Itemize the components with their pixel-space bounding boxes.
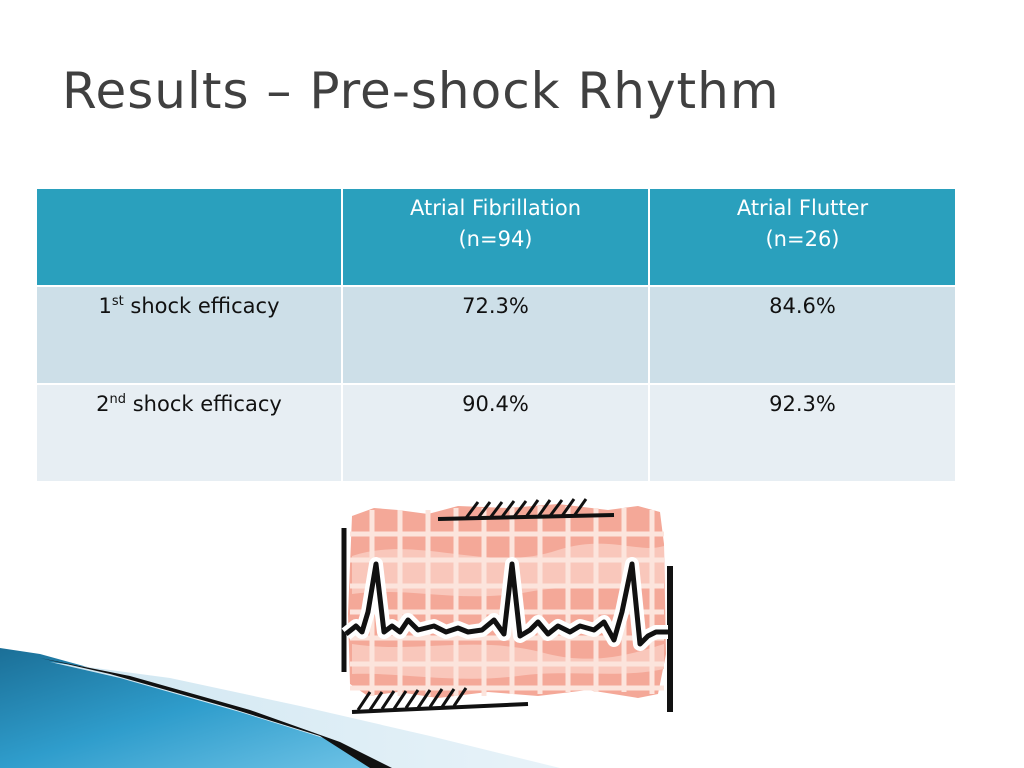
hatch-bottom xyxy=(356,687,468,711)
value-cell: 92.3% xyxy=(648,383,957,483)
header-cell-atrial-fibrillation: Atrial Fibrillation (n=94) xyxy=(341,187,650,287)
ecg-monitor-icon xyxy=(341,498,673,714)
row-label-text: shock efficacy xyxy=(126,392,282,416)
header-line2: (n=26) xyxy=(765,227,840,251)
row-label-num: 1 xyxy=(98,294,112,318)
value-cell: 72.3% xyxy=(341,285,650,385)
row-label-cell: 1st shock efficacy xyxy=(35,285,343,385)
header-line2: (n=94) xyxy=(458,227,533,251)
hatch-top xyxy=(464,498,588,519)
row-label-sup: st xyxy=(111,294,124,309)
results-table: Atrial Fibrillation (n=94) Atrial Flutte… xyxy=(35,187,957,483)
table-row: 1st shock efficacy 72.3% 84.6% xyxy=(35,285,957,385)
header-line1: Atrial Flutter xyxy=(736,196,869,220)
row-label-sup: nd xyxy=(109,392,127,407)
slide-title: Results – Pre-shock Rhythm xyxy=(62,62,780,120)
row-label-cell: 2nd shock efficacy xyxy=(35,383,343,483)
value-cell: 90.4% xyxy=(341,383,650,483)
blue-swoosh-graphic xyxy=(0,648,560,768)
row-label-text: shock efficacy xyxy=(123,294,280,318)
table-row: 2nd shock efficacy 90.4% 92.3% xyxy=(35,383,957,483)
table-header-row: Atrial Fibrillation (n=94) Atrial Flutte… xyxy=(35,187,957,287)
row-label-num: 2 xyxy=(96,392,110,416)
header-line1: Atrial Fibrillation xyxy=(409,196,582,220)
header-cell-atrial-flutter: Atrial Flutter (n=26) xyxy=(648,187,957,287)
header-cell-empty xyxy=(35,187,343,287)
ecg-trace xyxy=(344,561,668,647)
value-cell: 84.6% xyxy=(648,285,957,385)
